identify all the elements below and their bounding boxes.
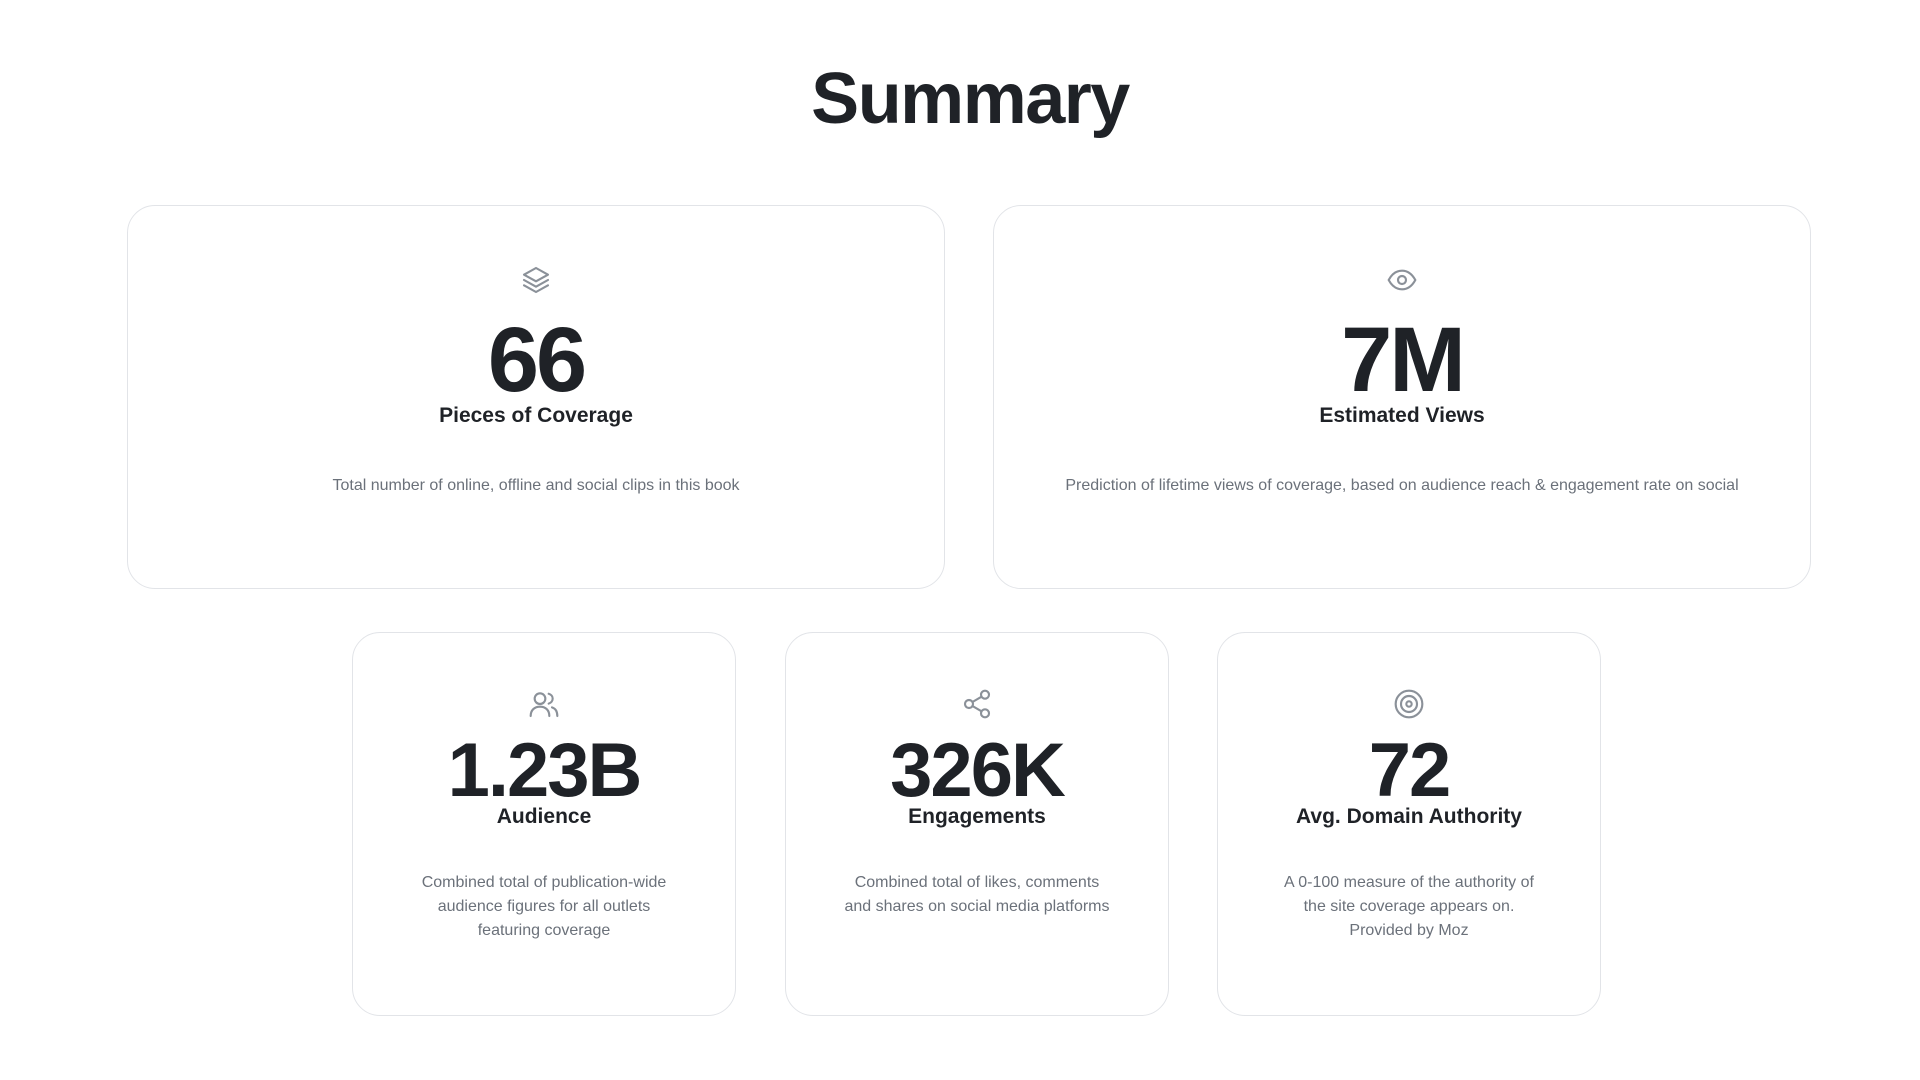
views-value: 7M [1341, 309, 1466, 411]
audience-label: Audience [496, 805, 592, 828]
views-description: Prediction of lifetime views of coverage… [1065, 477, 1739, 494]
authority-card: 72 Avg. Domain Authority A 0-100 measure… [1217, 632, 1601, 1016]
users-icon [353, 688, 735, 720]
eye-icon [994, 264, 1810, 296]
views-label: Estimated Views [1319, 404, 1485, 427]
audience-card: 1.23B Audience Combined total of publica… [352, 632, 736, 1016]
engagements-label: Engagements [908, 805, 1046, 828]
authority-label: Avg. Domain Authority [1296, 805, 1522, 828]
coverage-card: 66 Pieces of Coverage Total number of on… [127, 205, 945, 589]
authority-value: 72 [1368, 728, 1452, 813]
coverage-label: Pieces of Coverage [439, 404, 633, 427]
views-card: 7M Estimated Views Prediction of lifetim… [993, 205, 1811, 589]
audience-description: Combined total of publication-wide audie… [421, 874, 667, 939]
coverage-value: 66 [487, 309, 587, 411]
engagements-value: 326K [890, 728, 1066, 813]
authority-description: A 0-100 measure of the authority of the … [1284, 874, 1534, 939]
page-title: Summary [811, 59, 1130, 139]
engagements-card: 326K Engagements Combined total of likes… [785, 632, 1169, 1016]
share-icon [786, 688, 1168, 720]
engagements-description: Combined total of likes, comments and sh… [844, 874, 1110, 915]
layers-icon [128, 264, 944, 296]
target-icon [1218, 688, 1600, 720]
coverage-description: Total number of online, offline and soci… [332, 477, 740, 494]
audience-value: 1.23B [447, 728, 643, 813]
